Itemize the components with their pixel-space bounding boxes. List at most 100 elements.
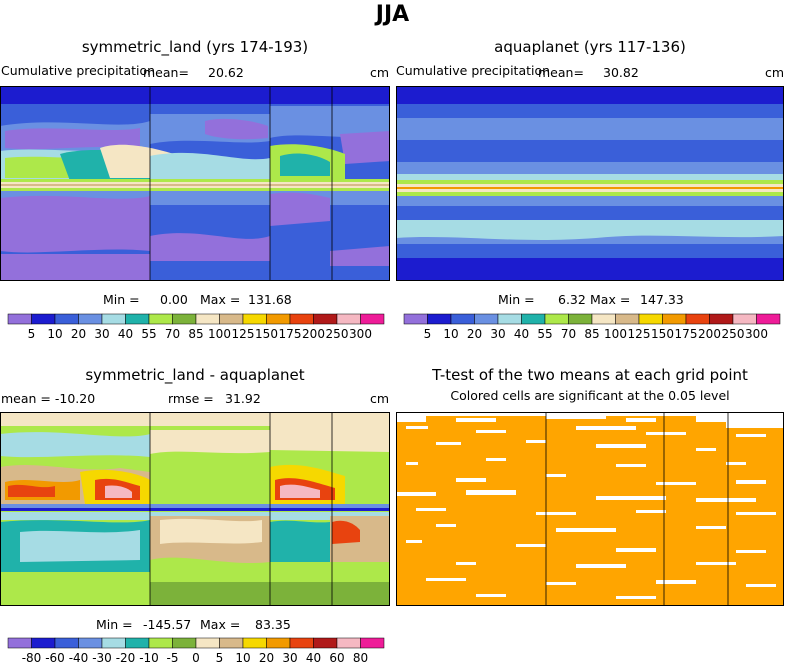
map4-insignificant-cell xyxy=(596,444,646,448)
colorbar-swatch xyxy=(360,637,385,649)
map1-region xyxy=(330,246,390,266)
colorbar-tick-label: 175 xyxy=(279,327,302,341)
colorbar-swatch xyxy=(313,313,338,325)
map2-band xyxy=(396,118,784,140)
colorbar-tick-label: 250 xyxy=(722,327,745,341)
colorbar-swatch xyxy=(662,313,687,325)
map4-frame xyxy=(396,412,784,606)
panel1-max-label: Max = xyxy=(200,292,241,307)
map4-insignificant-cell xyxy=(396,416,426,422)
map4-insignificant-cell xyxy=(426,578,466,581)
map4-insignificant-cell xyxy=(616,548,656,552)
colorbar-swatch xyxy=(497,313,522,325)
colorbar-tick-label: 20 xyxy=(467,327,482,341)
map3-region xyxy=(8,484,55,497)
map2-band xyxy=(396,189,784,192)
panel3-max-value: 83.35 xyxy=(255,617,291,632)
panel1-max-value: 131.68 xyxy=(248,292,292,307)
colorbar-swatch xyxy=(7,313,32,325)
map2-band xyxy=(396,184,784,187)
colorbar-swatch xyxy=(148,637,173,649)
colorbar-swatch xyxy=(148,313,173,325)
colorbar-swatch xyxy=(336,313,361,325)
panel3-title: symmetric_land - aquaplanet xyxy=(85,366,305,384)
colorbar-tick-label: 300 xyxy=(745,327,768,341)
map3-band xyxy=(0,508,390,511)
colorbar-tick-label: 40 xyxy=(306,651,321,664)
map4-insignificant-cell xyxy=(696,412,784,422)
panel1-left-label: Cumulative precipitation xyxy=(1,63,156,78)
panel2-map xyxy=(396,86,784,281)
map4-insignificant-cell xyxy=(396,492,436,496)
map4-insignificant-cell xyxy=(546,414,606,419)
colorbar-swatch xyxy=(474,313,499,325)
colorbar-tick-label: 125 xyxy=(232,327,255,341)
panel4-map xyxy=(396,412,784,606)
colorbar-tick-label: 10 xyxy=(235,651,250,664)
map2-band xyxy=(396,244,784,258)
colorbar-tick-label: -30 xyxy=(92,651,112,664)
map1-band-south xyxy=(0,254,150,281)
map4-insignificant-cell xyxy=(696,498,756,502)
panel3-units: cm xyxy=(370,391,390,406)
map4-insignificant-cell xyxy=(416,508,446,511)
panel1-mean-label: mean= xyxy=(143,65,189,80)
colorbar-tick-label: 10 xyxy=(47,327,62,341)
map4-insignificant-cell xyxy=(736,480,766,484)
map4-insignificant-cell xyxy=(636,510,666,513)
colorbar-tick-label: 100 xyxy=(208,327,231,341)
map4-insignificant-cell xyxy=(456,478,486,482)
colorbar-swatch xyxy=(78,313,103,325)
colorbar-swatch xyxy=(172,637,197,649)
map2-band xyxy=(396,206,784,220)
map4-insignificant-cell xyxy=(556,528,616,532)
map3-region xyxy=(270,520,330,562)
colorbar-swatch xyxy=(521,313,546,325)
map4-insignificant-cell xyxy=(746,584,776,587)
colorbar-swatch xyxy=(427,313,452,325)
map3-region xyxy=(280,484,320,498)
colorbar-swatch xyxy=(195,637,220,649)
panel2-left-label: Cumulative precipitation xyxy=(396,63,551,78)
map3-band xyxy=(0,412,390,426)
map4-insignificant-cell xyxy=(436,442,461,445)
colorbar-tick-label: 5 xyxy=(424,327,432,341)
map4-insignificant-cell xyxy=(696,448,716,451)
colorbar-swatch xyxy=(125,313,150,325)
colorbar-tick-label: -40 xyxy=(69,651,89,664)
map3-region xyxy=(160,518,262,544)
map4-insignificant-cell xyxy=(656,580,696,584)
map4-insignificant-cell xyxy=(596,496,666,500)
colorbar-tick-label: 200 xyxy=(302,327,325,341)
map2-band xyxy=(396,180,784,184)
map4-insignificant-cell xyxy=(406,462,418,465)
colorbar-tick-label: -5 xyxy=(167,651,179,664)
colorbar-swatch xyxy=(242,637,267,649)
colorbar-swatch xyxy=(195,313,220,325)
map2-band xyxy=(396,86,784,104)
panel3-rmse-label: rmse = xyxy=(168,391,214,406)
colorbar-swatch xyxy=(591,313,616,325)
colorbar-swatch xyxy=(403,313,428,325)
colorbar-swatch xyxy=(289,313,314,325)
map2-band xyxy=(396,192,784,196)
map3-frame xyxy=(0,412,390,606)
panel3-map xyxy=(0,412,390,606)
colorbar-tick-label: 30 xyxy=(94,327,109,341)
colorbar-tick-label: 250 xyxy=(326,327,349,341)
colorbar-swatch xyxy=(756,313,781,325)
panel3-colorbar: -80 -60 -40 -30 -20 -10 -5 0 5 10 20 30 40 60 80 xyxy=(7,637,385,664)
map3-region xyxy=(0,432,150,458)
colorbar-swatch xyxy=(360,313,385,325)
map4-insignificant-cell xyxy=(576,564,626,568)
colorbar-swatch xyxy=(172,313,197,325)
colorbar-tick-label: 5 xyxy=(216,651,224,664)
map1-region xyxy=(340,131,390,164)
map4-insignificant-cell xyxy=(616,464,646,467)
panel2-colorbar: 5 10 20 30 40 55 70 85 100 125 150 175 200 250 300 xyxy=(403,313,781,341)
map2-band xyxy=(396,220,784,230)
panel2-title: aquaplanet (yrs 117-136) xyxy=(494,38,686,56)
colorbar-tick-label: 200 xyxy=(698,327,721,341)
map1-band-north xyxy=(0,86,390,104)
map4-insignificant-cell xyxy=(616,596,656,599)
